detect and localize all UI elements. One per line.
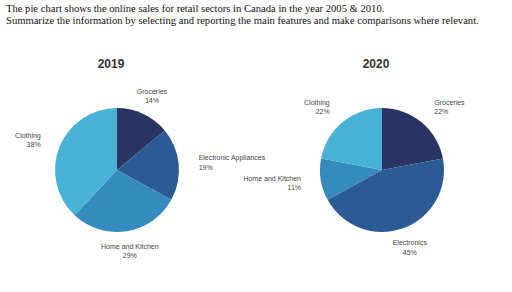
pie-slice bbox=[321, 108, 382, 170]
chart: 2019 Groceries 14% Electronic Appliances 19%… bbox=[0, 0, 512, 292]
chart-title: 2020 bbox=[363, 57, 390, 71]
pie-chart: 2020 Groceries 22% Electronics 45% Home and K… bbox=[243, 57, 465, 256]
slice-label: Clothing22% bbox=[304, 99, 330, 116]
value-label: 38% bbox=[27, 141, 41, 148]
slices bbox=[55, 108, 179, 232]
category-label: Clothing bbox=[304, 99, 330, 107]
category-label: Groceries bbox=[434, 99, 465, 106]
slice-label: Home and Kitchen 29% bbox=[101, 243, 159, 260]
slices bbox=[320, 108, 444, 232]
category-label: Home and Kitchen bbox=[101, 243, 159, 250]
header-text: The pie chart shows the online sales for… bbox=[6, 3, 506, 15]
chart-title: 2019 bbox=[98, 57, 125, 71]
slice-label: Clothing38% bbox=[15, 132, 41, 149]
slice-label: Electronics 45% bbox=[393, 239, 428, 256]
header-text: Summarize the information by selecting a… bbox=[6, 15, 506, 27]
value-label: 22% bbox=[434, 108, 448, 115]
value-label: 11% bbox=[288, 184, 302, 191]
value-label: 14% bbox=[145, 97, 159, 104]
category-label: Clothing bbox=[15, 132, 41, 140]
slice-label: Home and Kitchen 11% bbox=[243, 175, 301, 192]
value-label: 29% bbox=[123, 252, 137, 259]
value-label: 22% bbox=[316, 108, 330, 115]
category-label: Electronic Appliances bbox=[199, 154, 266, 162]
category-label: Home and Kitchen bbox=[243, 175, 301, 182]
slice-label: Electronic Appliances 19% bbox=[199, 154, 266, 171]
value-label: 45% bbox=[403, 249, 417, 256]
header: The pie chart shows the online sales for… bbox=[6, 3, 506, 27]
value-label: 19% bbox=[199, 164, 213, 171]
pie-chart: 2019 Groceries 14% Electronic Appliances 19%… bbox=[15, 57, 266, 259]
category-label: Electronics bbox=[393, 239, 428, 246]
slice-label: Groceries 14% bbox=[137, 88, 168, 105]
category-label: Groceries bbox=[137, 88, 168, 95]
pie-slice bbox=[55, 108, 117, 215]
slice-label: Groceries 22% bbox=[434, 99, 465, 116]
